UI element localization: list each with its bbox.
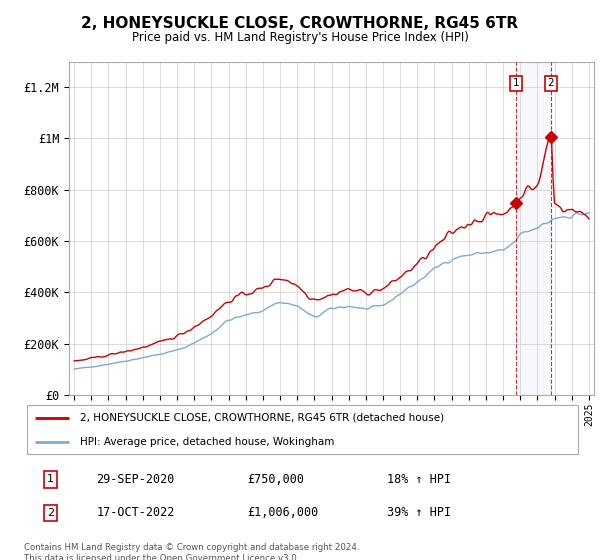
Text: 29-SEP-2020: 29-SEP-2020 xyxy=(97,473,175,486)
Bar xyxy=(516,62,551,395)
Text: 1: 1 xyxy=(512,78,519,88)
Text: £1,006,000: £1,006,000 xyxy=(247,506,319,520)
Text: £750,000: £750,000 xyxy=(247,473,304,486)
Text: 17-OCT-2022: 17-OCT-2022 xyxy=(97,506,175,520)
FancyBboxPatch shape xyxy=(27,405,578,454)
Text: Price paid vs. HM Land Registry's House Price Index (HPI): Price paid vs. HM Land Registry's House … xyxy=(131,31,469,44)
Text: 39% ↑ HPI: 39% ↑ HPI xyxy=(387,506,451,520)
Text: Contains HM Land Registry data © Crown copyright and database right 2024.
This d: Contains HM Land Registry data © Crown c… xyxy=(24,543,359,560)
Text: 18% ↑ HPI: 18% ↑ HPI xyxy=(387,473,451,486)
Text: 2: 2 xyxy=(47,508,54,518)
Text: HPI: Average price, detached house, Wokingham: HPI: Average price, detached house, Woki… xyxy=(80,437,334,447)
Text: 2, HONEYSUCKLE CLOSE, CROWTHORNE, RG45 6TR: 2, HONEYSUCKLE CLOSE, CROWTHORNE, RG45 6… xyxy=(82,16,518,31)
Text: 2, HONEYSUCKLE CLOSE, CROWTHORNE, RG45 6TR (detached house): 2, HONEYSUCKLE CLOSE, CROWTHORNE, RG45 6… xyxy=(80,413,444,423)
Text: 2: 2 xyxy=(548,78,554,88)
Text: 1: 1 xyxy=(47,474,54,484)
